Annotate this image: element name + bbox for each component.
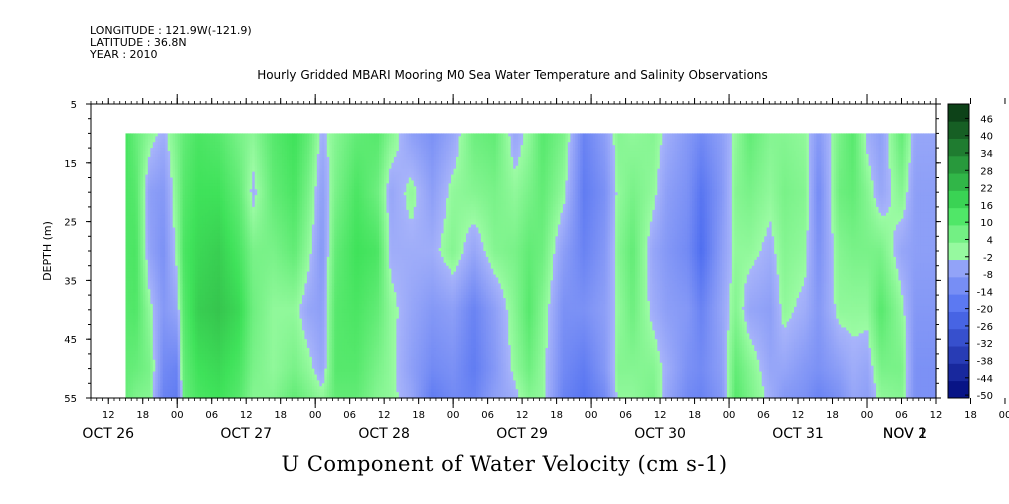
heatmap-cells: [125, 133, 936, 398]
